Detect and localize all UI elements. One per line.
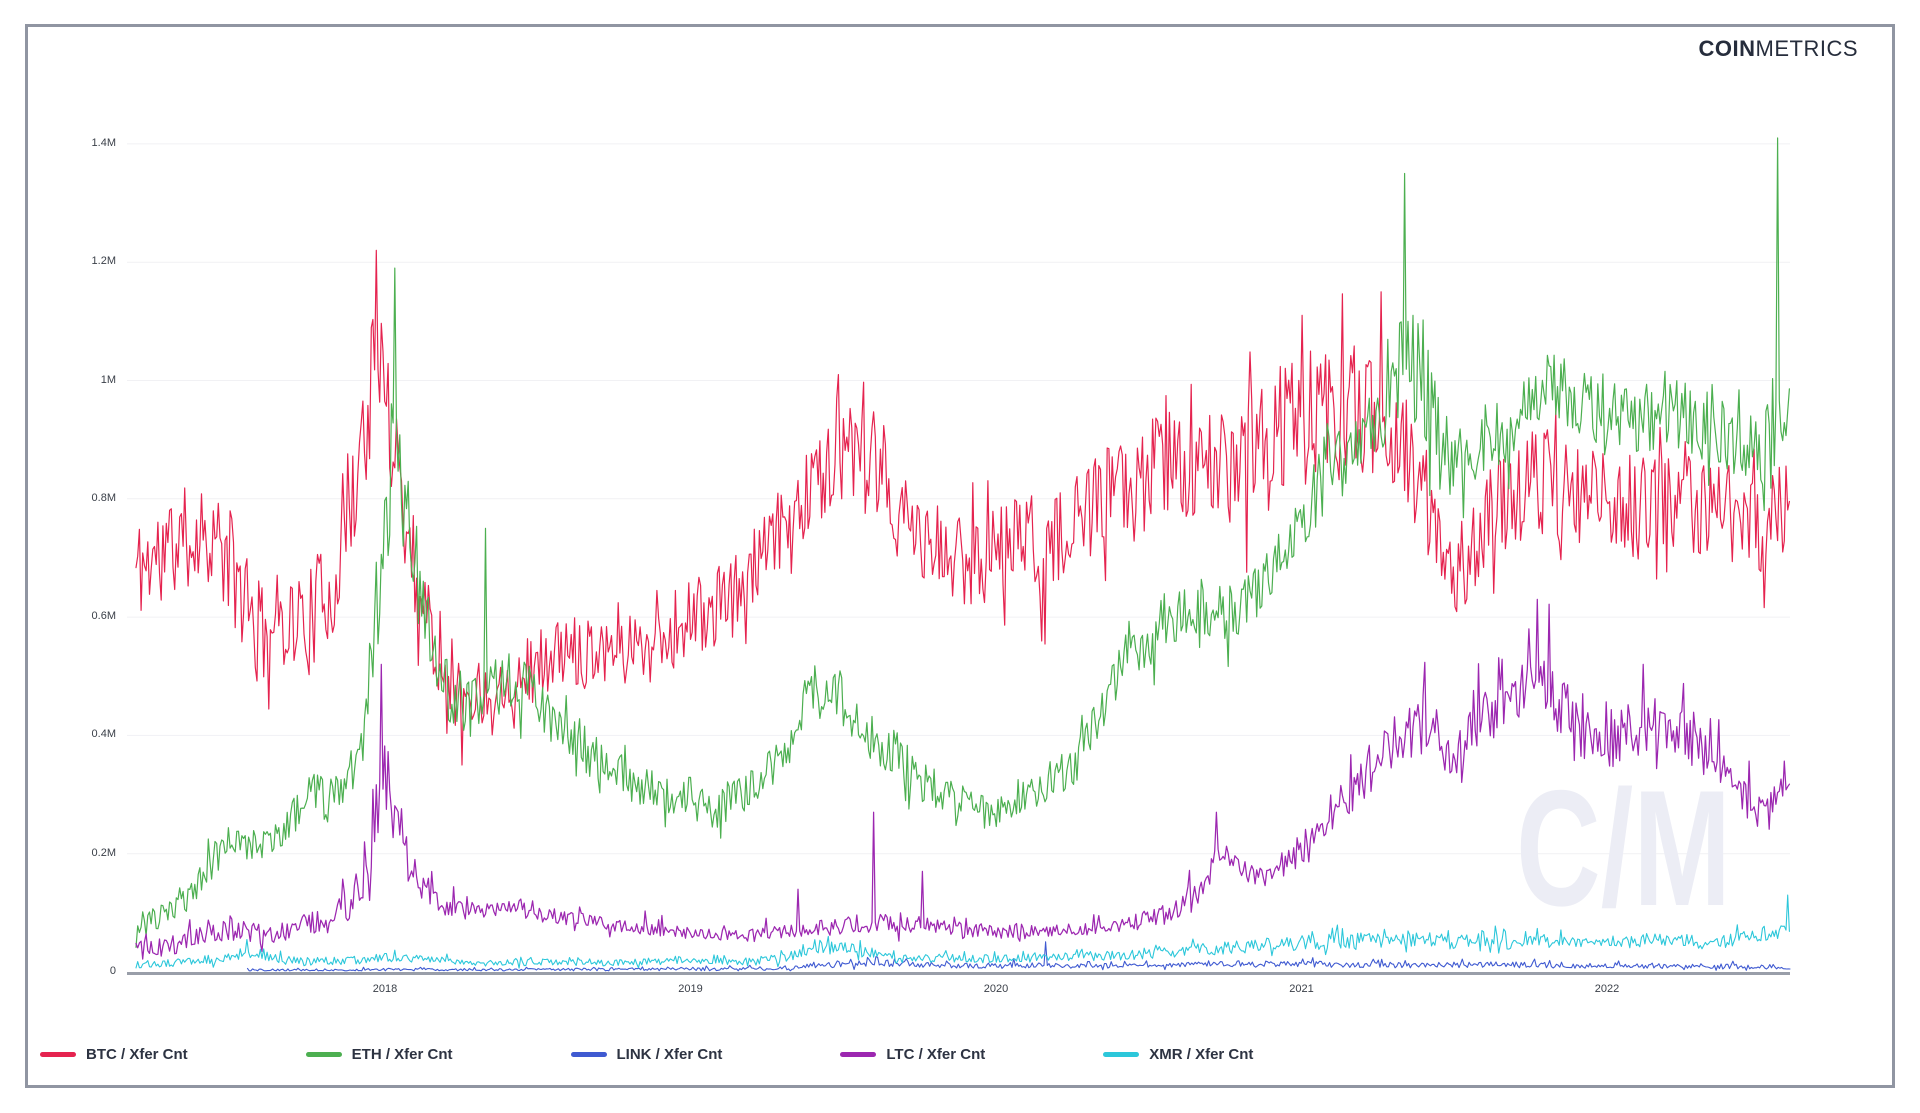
x-axis-tick-label: 2021 — [1289, 983, 1314, 995]
legend-swatch-btc — [40, 1052, 76, 1057]
y-axis-tick-label: 0.6M — [91, 610, 116, 623]
series-line-btc — [135, 249, 1791, 766]
legend-item-link[interactable]: LINK / Xfer Cnt — [570, 1046, 723, 1063]
y-axis-tick-label: 1.4M — [91, 136, 116, 149]
legend-item-ltc[interactable]: LTC / Xfer Cnt — [840, 1046, 985, 1063]
legend-item-xmr[interactable]: XMR / Xfer Cnt — [1103, 1046, 1253, 1063]
legend-swatch-link — [570, 1052, 607, 1057]
y-axis-tick-label: 1M — [100, 373, 116, 386]
y-axis-tick-label: 0.2M — [91, 846, 116, 859]
legend-swatch-xmr — [1103, 1052, 1140, 1057]
legend-label-ltc: LTC / Xfer Cnt — [886, 1046, 986, 1063]
legend-swatch-eth — [305, 1052, 342, 1057]
x-axis-tick-label: 2022 — [1594, 983, 1620, 995]
legend-swatch-ltc — [840, 1052, 877, 1057]
x-axis-tick-label: 2019 — [678, 983, 703, 995]
legend-label-btc: BTC / Xfer Cnt — [86, 1046, 188, 1063]
y-axis-tick-label: 0.4M — [91, 728, 116, 741]
x-axis-tick-label: 2020 — [983, 983, 1009, 995]
logo-coin-text: COIN — [1698, 36, 1756, 61]
logo-metrics-text: METRICS — [1755, 36, 1858, 61]
coin-metrics-logo: COINMETRICS — [1699, 36, 1859, 62]
series-line-ltc — [135, 598, 1791, 960]
legend-label-xmr: XMR / Xfer Cnt — [1149, 1046, 1254, 1063]
y-axis-tick-label: 1.2M — [91, 255, 116, 268]
x-axis-tick-label: 2018 — [372, 983, 398, 995]
legend-item-btc[interactable]: BTC / Xfer Cnt — [40, 1046, 188, 1063]
watermark: C/M — [1516, 756, 1731, 940]
y-axis-tick-label: 0 — [109, 965, 116, 977]
legend-item-eth[interactable]: ETH / Xfer Cnt — [305, 1046, 453, 1063]
legend-label-eth: ETH / Xfer Cnt — [351, 1046, 453, 1063]
y-axis-tick-label: 0.8M — [91, 491, 116, 504]
series-line-xmr — [135, 894, 1790, 969]
series-line-eth — [135, 137, 1791, 949]
legend: BTC / Xfer Cnt ETH / Xfer Cnt LINK / Xfe… — [40, 1046, 1253, 1063]
legend-label-link: LINK / Xfer Cnt — [616, 1046, 723, 1063]
series-line-link — [246, 941, 1791, 972]
